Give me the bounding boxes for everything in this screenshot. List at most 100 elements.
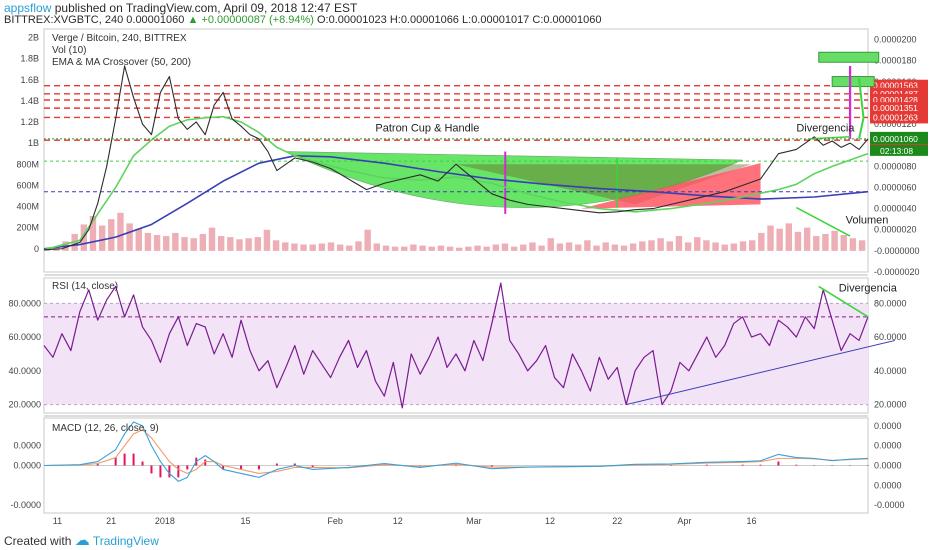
volume-bar: [108, 219, 115, 251]
resistance-label: 0.00001428: [873, 95, 918, 105]
rsi-divergence-line: [818, 285, 869, 318]
symbol-label: BITTREX:XVGBTC, 240: [4, 14, 124, 26]
volume-bar: [391, 246, 399, 251]
volume-bar: [382, 245, 390, 251]
volume-axis-tick: 200M: [16, 223, 39, 233]
tradingview-link[interactable]: TradingView: [92, 534, 159, 548]
volume-bar: [858, 240, 866, 251]
volume-bar: [593, 245, 600, 251]
volume-bar: [346, 245, 353, 251]
volume-axis-tick: 600M: [16, 180, 39, 190]
footer: Created with ☁ TradingView: [4, 531, 159, 549]
volume-bar: [126, 223, 133, 251]
low-value: 0.00001017: [471, 14, 530, 26]
resistance-label: 0.00001263: [873, 112, 918, 122]
chart-title: Verge / Bitcoin, 240, BITTREX: [52, 33, 187, 44]
price-axis-tick: -0.0000020: [874, 267, 920, 277]
volume-bar: [336, 244, 344, 251]
volume-bar: [300, 244, 307, 251]
indicator-ema-label: EMA & MA Crossover (50, 200): [52, 57, 191, 68]
x-axis-tick: 15: [241, 516, 251, 526]
rsi-title: RSI (14, close): [52, 281, 118, 292]
macd-axis-tick-right: 0.0000: [874, 441, 902, 451]
volume-bar: [510, 246, 518, 251]
volume-axis-tick: 1.2B: [20, 117, 39, 127]
resistance-label: 0.00001487: [873, 89, 918, 99]
volume-bar: [748, 240, 756, 251]
macd-hist-bar: [159, 465, 162, 478]
macd-hist-bar: [204, 459, 207, 466]
macd-axis-tick-left: -0.0000: [10, 500, 41, 510]
volume-bar: [291, 243, 298, 251]
macd-hist-bar: [293, 463, 296, 466]
macd-hist-bar: [275, 463, 278, 466]
volume-bar: [831, 230, 838, 251]
volume-axis-tick: 400M: [16, 202, 39, 212]
macd-hist-bar: [455, 464, 457, 466]
countdown-value: 02:13:08: [880, 146, 913, 156]
volume-bar: [602, 242, 609, 251]
rsi-line: [43, 282, 869, 409]
symbol-header: BITTREX:XVGBTC, 240 0.00001060 ▲ +0.0000…: [4, 14, 602, 26]
volume-bar: [803, 227, 811, 251]
last-price: 0.00001060: [126, 14, 185, 26]
volume-bar: [794, 231, 802, 251]
volume-bar: [465, 246, 472, 251]
macd-hist-bar: [795, 464, 798, 466]
price-line: [43, 65, 869, 251]
volume-bar: [245, 238, 252, 251]
cup-overlap-shade: [456, 164, 752, 205]
x-axis-tick: 11: [53, 516, 62, 526]
indicator-volume-label: Vol (10): [52, 45, 86, 56]
publish-header: appsflow published on TradingView.com, A…: [4, 1, 357, 15]
volume-bar: [813, 236, 820, 251]
price-axis-tick: 0.0000200: [874, 35, 917, 45]
high-label: H:: [389, 14, 401, 26]
volume-bar: [694, 237, 701, 251]
x-axis-tick: 12: [545, 516, 555, 526]
volume-bar: [163, 236, 170, 251]
rsi-axis-tick-left: 40.0000: [8, 366, 41, 376]
price-axis-tick: 0.0000040: [874, 204, 917, 214]
volume-bar: [776, 228, 783, 251]
volume-bar: [785, 223, 793, 251]
volume-bar: [428, 246, 435, 251]
volume-bar: [547, 238, 554, 251]
volume-bar: [190, 238, 197, 251]
volume-bar: [492, 244, 500, 251]
resistance-label-bg: [870, 102, 928, 115]
volume-bar: [648, 240, 655, 251]
volume-bar: [675, 236, 683, 251]
volume-bar: [199, 233, 207, 251]
volume-bar: [254, 237, 261, 251]
volume-axis-tick: 1B: [28, 138, 39, 148]
volume-bar: [98, 225, 106, 251]
price-axis-tick: -0.0000000: [874, 246, 920, 256]
volume-bar: [565, 242, 573, 251]
rsi-axis-tick-left: 80.0000: [8, 298, 41, 308]
x-axis-tick: 21: [106, 516, 116, 526]
volume-bar: [739, 241, 747, 251]
x-axis-tick: 12: [393, 516, 403, 526]
volume-axis-tick: 1.8B: [20, 54, 39, 64]
publish-info: published on TradingView.com, April 09, …: [54, 1, 358, 15]
volume-bar: [401, 246, 408, 251]
volume-bar: [419, 245, 426, 251]
volume-axis-tick: 2B: [28, 33, 39, 43]
close-label: C:: [532, 14, 544, 26]
author-name[interactable]: appsflow: [4, 1, 52, 15]
volume-bar: [721, 244, 728, 251]
macd-hist-bar: [114, 457, 117, 466]
volume-bar: [263, 229, 271, 251]
volume-bar: [153, 235, 161, 251]
volume-bar: [135, 228, 142, 251]
target-box: [818, 51, 880, 63]
macd-hist-bar: [168, 465, 171, 478]
volume-bar: [758, 232, 765, 251]
last-price-tag: [870, 131, 928, 144]
macd-hist-bar: [311, 465, 314, 468]
volume-bar: [620, 245, 628, 251]
annotation-cup-handle: Patron Cup & Handle: [375, 122, 479, 134]
macd-axis-tick-right: 0.0000: [874, 461, 902, 471]
